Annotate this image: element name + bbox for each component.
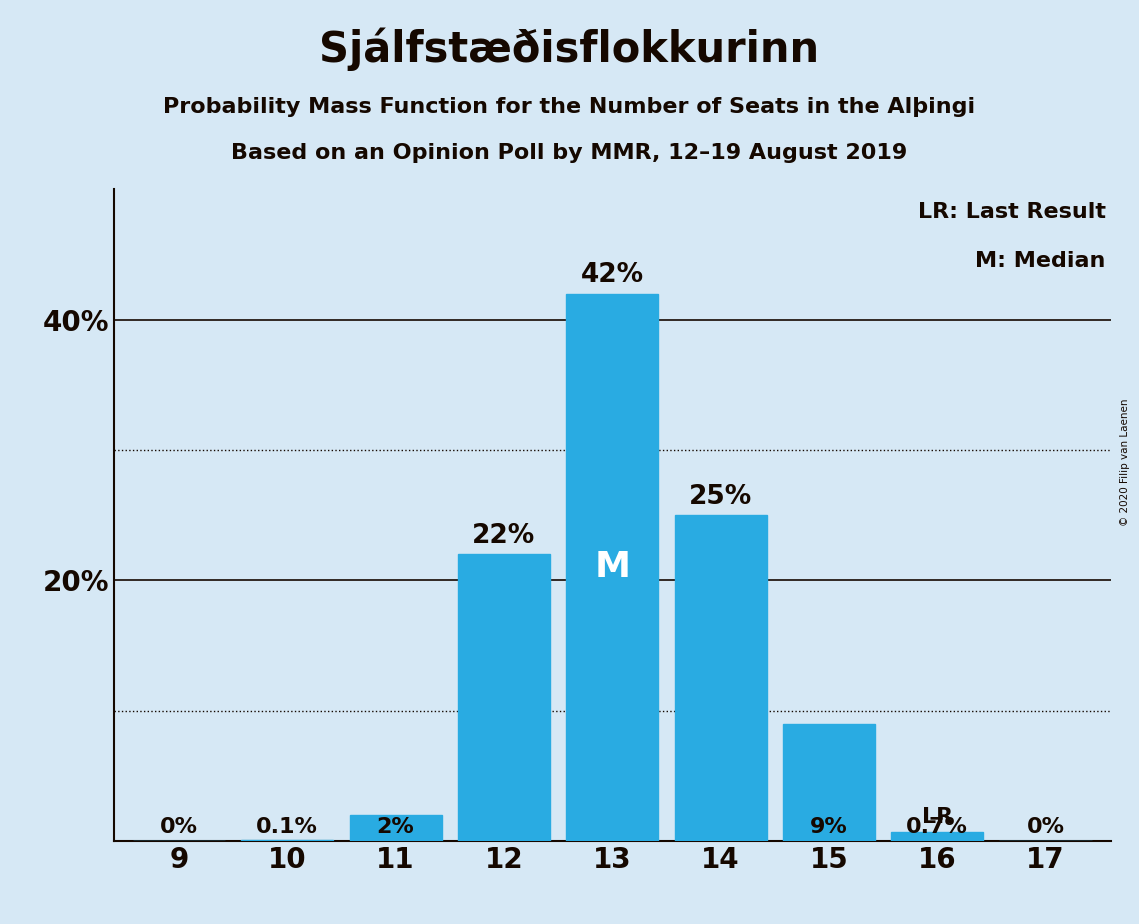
Text: M: Median: M: Median <box>975 251 1106 272</box>
Bar <box>782 723 875 841</box>
Text: 42%: 42% <box>581 262 644 288</box>
Text: 9%: 9% <box>810 817 847 837</box>
Bar <box>241 840 334 841</box>
Text: 0.7%: 0.7% <box>907 817 968 837</box>
Bar <box>566 294 658 841</box>
Text: 0.1%: 0.1% <box>256 817 318 837</box>
Text: Sjálfstæðisflokkurinn: Sjálfstæðisflokkurinn <box>319 28 820 71</box>
Text: 0%: 0% <box>1026 817 1065 837</box>
Text: Based on an Opinion Poll by MMR, 12–19 August 2019: Based on an Opinion Poll by MMR, 12–19 A… <box>231 143 908 164</box>
Bar <box>674 516 767 841</box>
Text: M: M <box>595 551 630 584</box>
Text: 25%: 25% <box>689 484 752 510</box>
Text: Probability Mass Function for the Number of Seats in the Alþingi: Probability Mass Function for the Number… <box>163 97 976 117</box>
Text: 2%: 2% <box>377 817 415 837</box>
Bar <box>350 815 442 841</box>
Text: 0%: 0% <box>159 817 198 837</box>
Text: 22%: 22% <box>473 523 535 549</box>
Bar <box>891 832 983 841</box>
Bar <box>458 554 550 841</box>
Text: LR: LR <box>921 807 952 826</box>
Text: LR: Last Result: LR: Last Result <box>918 202 1106 223</box>
Text: © 2020 Filip van Laenen: © 2020 Filip van Laenen <box>1121 398 1130 526</box>
